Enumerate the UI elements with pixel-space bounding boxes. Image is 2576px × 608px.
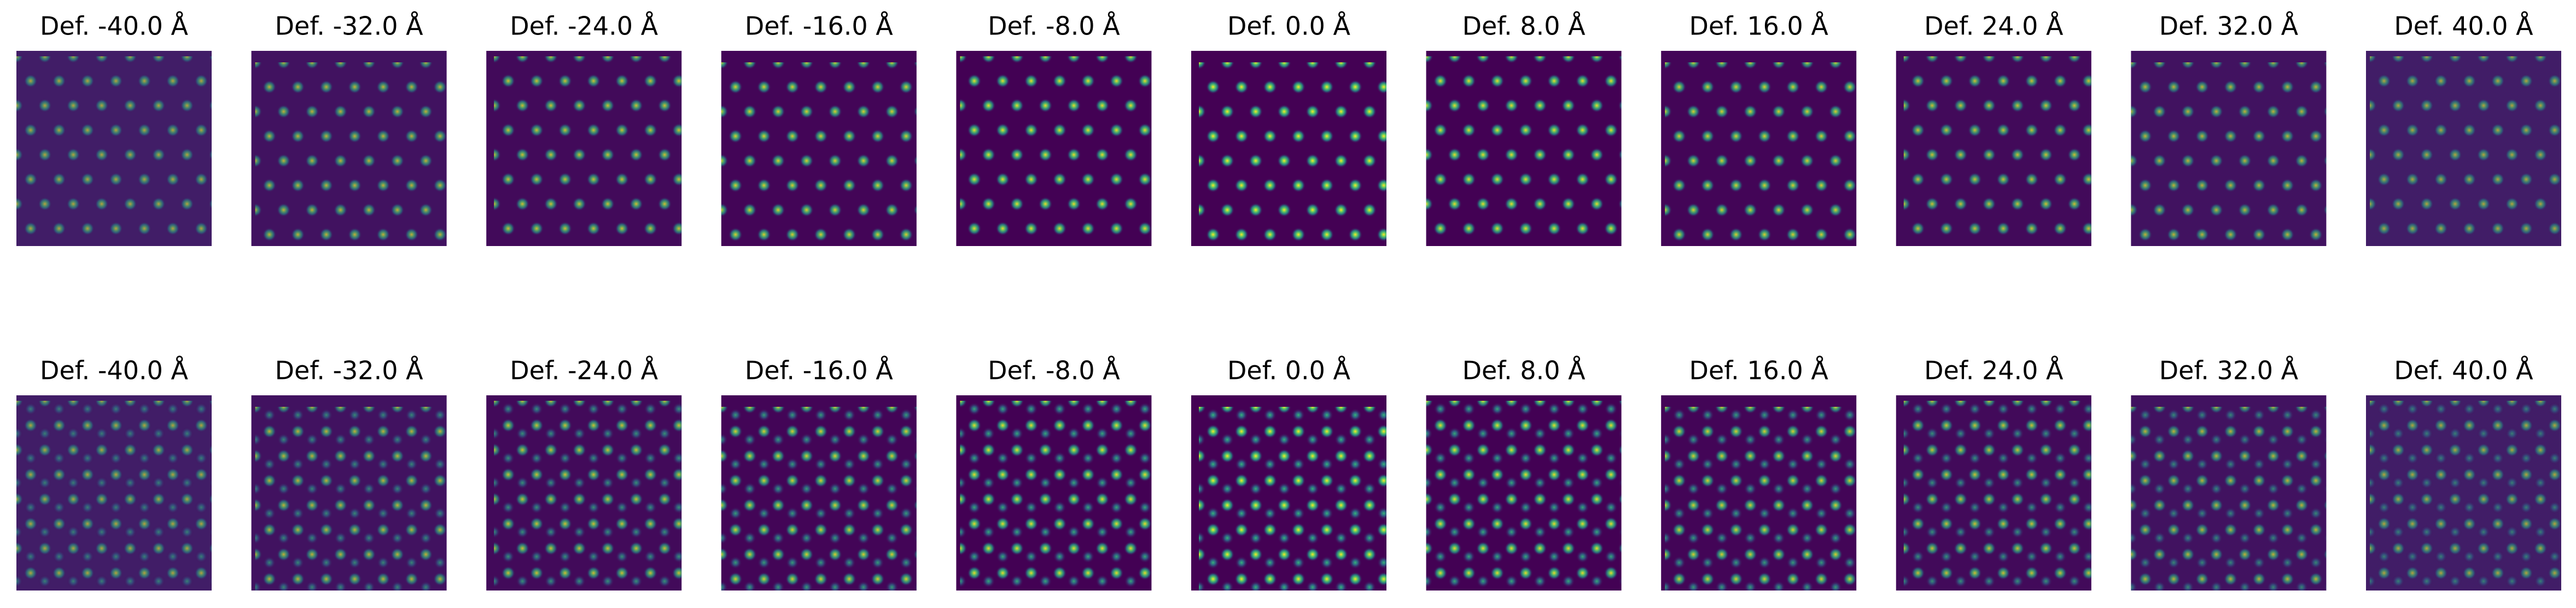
panel-title: Def. -24.0 Å [510, 11, 658, 41]
panel-title: Def. -32.0 Å [275, 356, 423, 385]
panel-title: Def. -8.0 Å [988, 356, 1120, 385]
atom-lattice [494, 56, 682, 246]
simulated-image [960, 56, 1152, 246]
simulated-image [1426, 56, 1622, 246]
atom-lattice [960, 56, 1152, 246]
simulated-image [255, 62, 447, 246]
panel-title: Def. 0.0 Å [1227, 11, 1351, 41]
atom-lattice [721, 407, 917, 591]
atom-lattice [960, 401, 1152, 591]
atom-lattice [2370, 401, 2561, 591]
simulated-image [1903, 401, 2091, 591]
atom-lattice [2131, 62, 2327, 246]
simulated-image [721, 62, 917, 246]
panel-title: Def. -40.0 Å [40, 11, 188, 41]
simulated-image [1665, 407, 1857, 591]
panel-title: Def. 40.0 Å [2394, 11, 2533, 41]
panel-title: Def. -16.0 Å [745, 11, 893, 41]
simulated-image [1199, 62, 1386, 246]
panel-title: Def. -32.0 Å [275, 11, 423, 41]
atom-lattice [16, 401, 212, 591]
simulated-image [16, 56, 212, 246]
simulated-image [2131, 62, 2327, 246]
atom-lattice [721, 62, 917, 246]
simulated-image [1903, 56, 2091, 246]
simulated-image [255, 407, 447, 591]
simulated-image [721, 407, 917, 591]
panel-title: Def. 40.0 Å [2394, 356, 2533, 385]
simulated-image [494, 56, 682, 246]
atom-lattice [1199, 407, 1386, 591]
panel-title: Def. 16.0 Å [1689, 11, 1829, 41]
simulated-image [494, 401, 682, 591]
simulated-image [1665, 62, 1857, 246]
simulated-image [960, 401, 1152, 591]
panel-title: Def. 8.0 Å [1462, 356, 1586, 385]
panel-title: Def. 32.0 Å [2159, 356, 2299, 385]
panel-title: Def. -24.0 Å [510, 356, 658, 385]
simulated-image [2370, 56, 2561, 246]
atom-lattice [1665, 62, 1857, 246]
simulated-image [2131, 407, 2327, 591]
atom-lattice [2131, 407, 2327, 591]
atom-lattice [255, 62, 447, 246]
atom-lattice [1903, 401, 2091, 591]
atom-lattice [1903, 56, 2091, 246]
simulated-image [16, 401, 212, 591]
atom-lattice [494, 401, 682, 591]
simulated-image [1199, 407, 1386, 591]
panel-title: Def. 0.0 Å [1227, 356, 1351, 385]
panel-title: Def. 24.0 Å [1924, 356, 2064, 385]
atom-lattice [255, 407, 447, 591]
atom-lattice [16, 56, 212, 246]
panel-title: Def. 16.0 Å [1689, 356, 1829, 385]
panel-title: Def. 8.0 Å [1462, 11, 1586, 41]
panel-title: Def. 24.0 Å [1924, 11, 2064, 41]
panel-title: Def. -40.0 Å [40, 356, 188, 385]
atom-lattice [1199, 62, 1386, 246]
atom-lattice [1426, 401, 1622, 591]
atom-lattice [2370, 56, 2561, 246]
panel-title: Def. -16.0 Å [745, 356, 893, 385]
simulated-image [1426, 401, 1622, 591]
panel-title: Def. -8.0 Å [988, 11, 1120, 41]
simulated-image [2370, 401, 2561, 591]
atom-lattice [1426, 56, 1622, 246]
panel-title: Def. 32.0 Å [2159, 11, 2299, 41]
atom-lattice [1665, 407, 1857, 591]
